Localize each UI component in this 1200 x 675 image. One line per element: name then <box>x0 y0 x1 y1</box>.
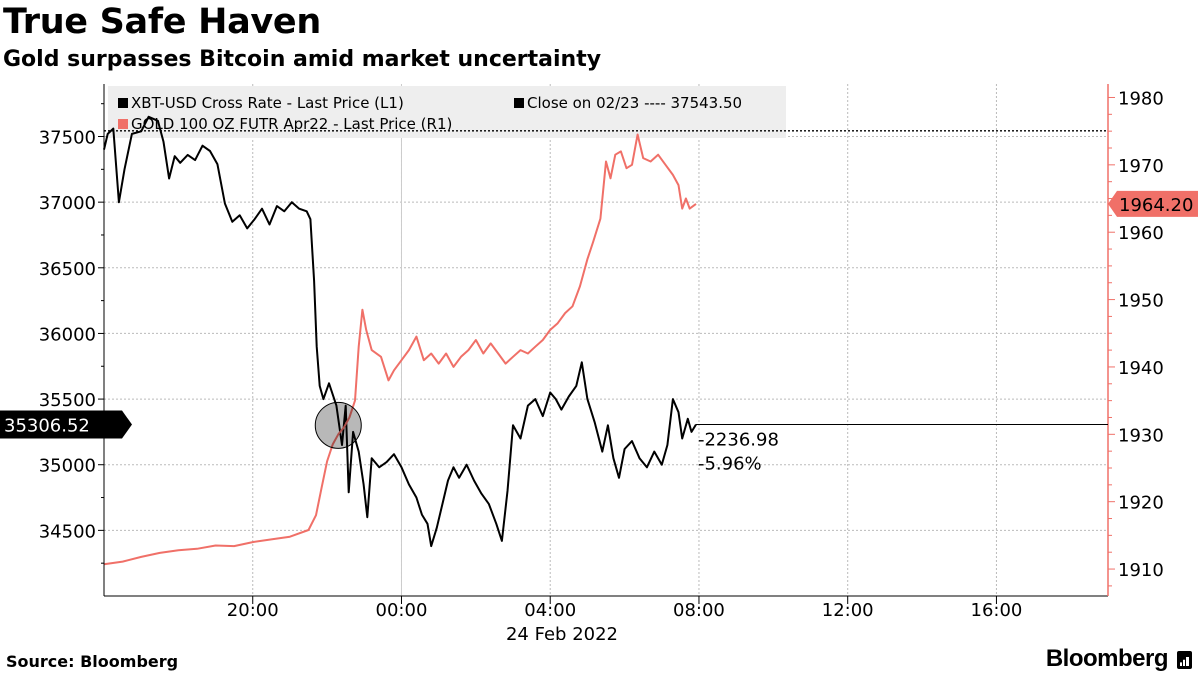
left-tick-label: 37000 <box>39 193 96 214</box>
right-tick-label: 1970 <box>1118 156 1164 177</box>
legend-swatch <box>118 119 128 129</box>
right-tick-label: 1950 <box>1118 291 1164 312</box>
x-date-label: 24 Feb 2022 <box>506 624 618 640</box>
left-tick-label: 36500 <box>39 259 96 280</box>
legend-label: Close on 02/23 ---- 37543.50 <box>527 94 742 112</box>
right-tick-label: 1980 <box>1118 88 1164 109</box>
brand-mark-icon <box>1177 651 1192 669</box>
x-tick-label: 04:00 <box>524 600 576 621</box>
crossover-marker <box>314 401 362 449</box>
btc-price-tag-label: 35306.52 <box>4 416 90 437</box>
right-tick-label: 1910 <box>1118 560 1164 581</box>
legend-label: GOLD 100 OZ FUTR Apr22 - Last Price (R1) <box>131 115 452 133</box>
series-line-btc <box>103 115 697 548</box>
right-tick-label: 1920 <box>1118 493 1164 514</box>
left-tick-label: 37500 <box>39 128 96 149</box>
x-tick-label: 20:00 <box>227 600 279 621</box>
chart-title: True Safe Haven <box>3 2 321 42</box>
left-tick-label: 35500 <box>39 390 96 411</box>
series-group <box>103 115 697 566</box>
source-note: Source: Bloomberg <box>6 652 179 671</box>
right-tick-label: 1940 <box>1118 358 1164 379</box>
gold-price-tag-label: 1964.20 <box>1119 195 1193 216</box>
left-tick-label: 34500 <box>39 521 96 542</box>
x-tick-label: 16:00 <box>971 600 1023 621</box>
axes: 34500 35000 35500 36000 36500 37000 37500 20:00… <box>39 84 1164 640</box>
left-tick-label: 36000 <box>39 324 96 345</box>
legend-background <box>108 86 786 138</box>
legend-swatch <box>118 98 128 108</box>
change-percent-label: -5.96% <box>698 454 762 475</box>
change-absolute-label: -2236.98 <box>698 430 779 451</box>
left-tick-label: 35000 <box>39 456 96 477</box>
right-tick-label: 1960 <box>1118 223 1164 244</box>
x-tick-label: 00:00 <box>376 600 428 621</box>
legend: XBT-USD Cross Rate - Last Price (L1) Clos… <box>118 94 742 133</box>
chart-subtitle: Gold surpasses Bitcoin amid market uncer… <box>3 47 602 72</box>
x-tick-label: 08:00 <box>673 600 725 621</box>
btc-price-tag <box>0 410 132 439</box>
gold-price-tag <box>1108 190 1198 217</box>
legend-swatch <box>514 98 524 108</box>
chart: XBT-USD Cross Rate - Last Price (L1) Clos… <box>0 84 1198 640</box>
overlays: -2236.98 -5.96% 35306.52 1964.20 <box>0 190 1198 475</box>
x-tick-label: 12:00 <box>822 600 874 621</box>
legend-label: XBT-USD Cross Rate - Last Price (L1) <box>131 94 404 112</box>
right-tick-label: 1930 <box>1118 425 1164 446</box>
series-line-gold <box>103 133 697 566</box>
brand-logo-text: Bloomberg <box>1045 645 1169 672</box>
